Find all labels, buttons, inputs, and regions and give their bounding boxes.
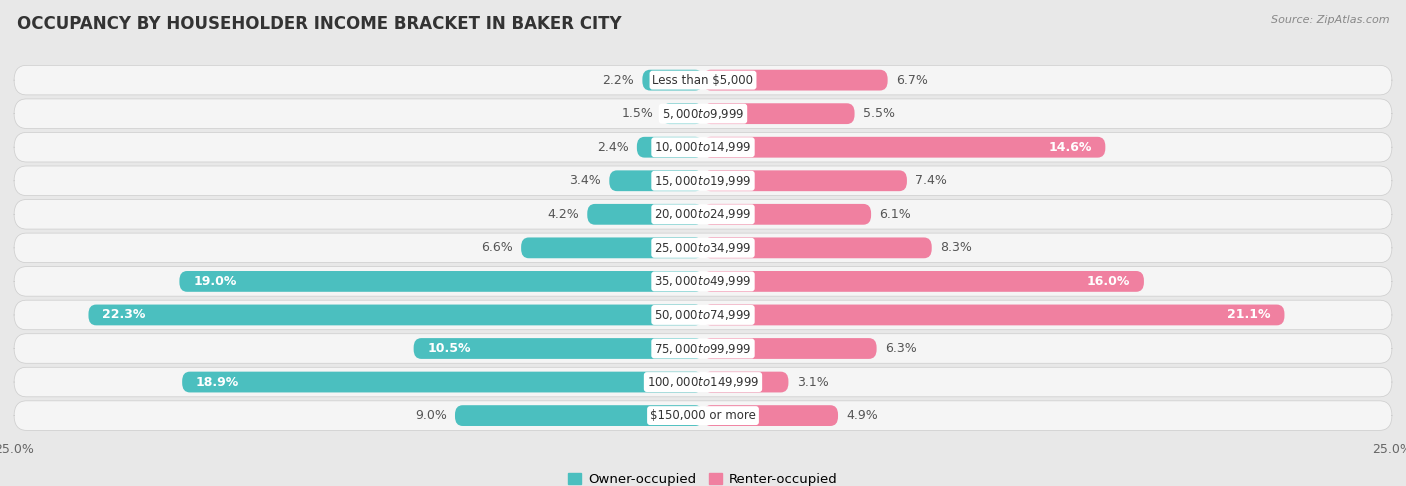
FancyBboxPatch shape	[14, 334, 1392, 363]
Text: Source: ZipAtlas.com: Source: ZipAtlas.com	[1271, 15, 1389, 25]
FancyBboxPatch shape	[643, 69, 703, 90]
FancyBboxPatch shape	[14, 267, 1392, 296]
FancyBboxPatch shape	[703, 238, 932, 258]
Text: 4.9%: 4.9%	[846, 409, 879, 422]
FancyBboxPatch shape	[89, 305, 703, 325]
FancyBboxPatch shape	[703, 338, 876, 359]
Text: 3.1%: 3.1%	[797, 376, 828, 388]
Text: 6.7%: 6.7%	[896, 73, 928, 87]
Text: 3.4%: 3.4%	[569, 174, 600, 187]
FancyBboxPatch shape	[703, 69, 887, 90]
FancyBboxPatch shape	[14, 133, 1392, 162]
Text: $25,000 to $34,999: $25,000 to $34,999	[654, 241, 752, 255]
Text: $10,000 to $14,999: $10,000 to $14,999	[654, 140, 752, 154]
Text: 16.0%: 16.0%	[1087, 275, 1130, 288]
FancyBboxPatch shape	[703, 405, 838, 426]
Text: $100,000 to $149,999: $100,000 to $149,999	[647, 375, 759, 389]
Text: 5.5%: 5.5%	[863, 107, 894, 120]
FancyBboxPatch shape	[180, 271, 703, 292]
FancyBboxPatch shape	[14, 300, 1392, 330]
Text: 2.4%: 2.4%	[596, 141, 628, 154]
Text: $15,000 to $19,999: $15,000 to $19,999	[654, 174, 752, 188]
FancyBboxPatch shape	[14, 166, 1392, 195]
Text: 7.4%: 7.4%	[915, 174, 948, 187]
FancyBboxPatch shape	[522, 238, 703, 258]
FancyBboxPatch shape	[637, 137, 703, 157]
FancyBboxPatch shape	[14, 99, 1392, 128]
Text: $5,000 to $9,999: $5,000 to $9,999	[662, 106, 744, 121]
FancyBboxPatch shape	[14, 367, 1392, 397]
FancyBboxPatch shape	[588, 204, 703, 225]
FancyBboxPatch shape	[703, 137, 1105, 157]
Legend: Owner-occupied, Renter-occupied: Owner-occupied, Renter-occupied	[562, 468, 844, 486]
Text: 2.2%: 2.2%	[602, 73, 634, 87]
FancyBboxPatch shape	[703, 271, 1144, 292]
Text: 4.2%: 4.2%	[547, 208, 579, 221]
Text: $150,000 or more: $150,000 or more	[650, 409, 756, 422]
Text: 22.3%: 22.3%	[103, 309, 146, 321]
Text: $50,000 to $74,999: $50,000 to $74,999	[654, 308, 752, 322]
FancyBboxPatch shape	[703, 171, 907, 191]
FancyBboxPatch shape	[14, 200, 1392, 229]
FancyBboxPatch shape	[14, 401, 1392, 431]
FancyBboxPatch shape	[703, 103, 855, 124]
Text: 10.5%: 10.5%	[427, 342, 471, 355]
FancyBboxPatch shape	[703, 305, 1285, 325]
FancyBboxPatch shape	[456, 405, 703, 426]
Text: 8.3%: 8.3%	[941, 242, 972, 254]
Text: Less than $5,000: Less than $5,000	[652, 73, 754, 87]
Text: 19.0%: 19.0%	[193, 275, 236, 288]
Text: 6.3%: 6.3%	[884, 342, 917, 355]
FancyBboxPatch shape	[609, 171, 703, 191]
Text: 6.6%: 6.6%	[481, 242, 513, 254]
FancyBboxPatch shape	[14, 65, 1392, 95]
Text: OCCUPANCY BY HOUSEHOLDER INCOME BRACKET IN BAKER CITY: OCCUPANCY BY HOUSEHOLDER INCOME BRACKET …	[17, 15, 621, 33]
Text: $35,000 to $49,999: $35,000 to $49,999	[654, 275, 752, 288]
Text: 18.9%: 18.9%	[195, 376, 239, 388]
FancyBboxPatch shape	[183, 372, 703, 393]
Text: 14.6%: 14.6%	[1049, 141, 1091, 154]
FancyBboxPatch shape	[413, 338, 703, 359]
Text: 6.1%: 6.1%	[879, 208, 911, 221]
FancyBboxPatch shape	[14, 233, 1392, 262]
Text: 1.5%: 1.5%	[621, 107, 654, 120]
Text: $75,000 to $99,999: $75,000 to $99,999	[654, 342, 752, 355]
Text: $20,000 to $24,999: $20,000 to $24,999	[654, 208, 752, 221]
FancyBboxPatch shape	[662, 103, 703, 124]
FancyBboxPatch shape	[703, 204, 872, 225]
Text: 21.1%: 21.1%	[1227, 309, 1271, 321]
Text: 9.0%: 9.0%	[415, 409, 447, 422]
FancyBboxPatch shape	[703, 372, 789, 393]
